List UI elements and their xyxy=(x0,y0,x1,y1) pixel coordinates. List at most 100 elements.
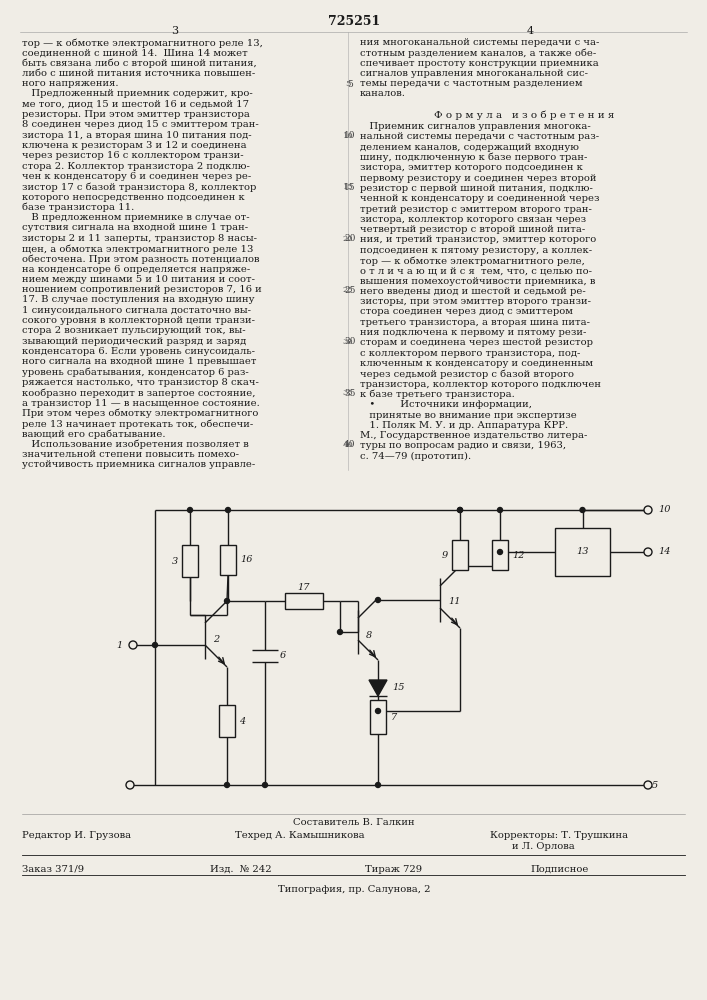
Text: устойчивость приемника сигналов управле-: устойчивость приемника сигналов управле- xyxy=(22,460,255,469)
Text: Составитель В. Галкин: Составитель В. Галкин xyxy=(293,818,415,827)
Text: Изд.  № 242: Изд. № 242 xyxy=(210,865,271,874)
Text: 35: 35 xyxy=(344,389,356,398)
Text: 20: 20 xyxy=(343,235,354,243)
Text: реле 13 начинает протекать ток, обеспечи-: реле 13 начинает протекать ток, обеспечи… xyxy=(22,419,253,429)
Text: 12: 12 xyxy=(512,550,525,560)
Bar xyxy=(219,705,235,737)
Text: 3: 3 xyxy=(172,556,178,566)
Text: 40: 40 xyxy=(343,441,354,449)
Text: ния подключена к первому и пятому рези-: ния подключена к первому и пятому рези- xyxy=(360,328,586,337)
Text: 20: 20 xyxy=(344,234,356,243)
Circle shape xyxy=(457,508,462,512)
Text: Использование изобретения позволяет в: Использование изобретения позволяет в xyxy=(22,440,249,449)
Bar xyxy=(182,545,198,577)
Text: ния многоканальной системы передачи с ча-: ния многоканальной системы передачи с ча… xyxy=(360,38,600,47)
Text: первому резистору и соединен через второй: первому резистору и соединен через второ… xyxy=(360,174,597,183)
Text: Подписное: Подписное xyxy=(530,865,588,874)
Text: 1. Поляк М. У. и др. Аппаратура КРР.: 1. Поляк М. У. и др. Аппаратура КРР. xyxy=(360,421,568,430)
Circle shape xyxy=(225,782,230,788)
Text: Ф о р м у л а   и з о б р е т е н и я: Ф о р м у л а и з о б р е т е н и я xyxy=(434,110,614,120)
Circle shape xyxy=(337,630,342,635)
Circle shape xyxy=(129,641,137,649)
Circle shape xyxy=(375,597,380,602)
Text: зисторы 2 и 11 заперты, транзистор 8 насы-: зисторы 2 и 11 заперты, транзистор 8 нас… xyxy=(22,234,257,243)
Text: каналов.: каналов. xyxy=(360,90,406,99)
Text: 1: 1 xyxy=(117,641,123,650)
Text: сокого уровня в коллекторной цепи транзи-: сокого уровня в коллекторной цепи транзи… xyxy=(22,316,255,325)
Text: транзистора, коллектор которого подключен: транзистора, коллектор которого подключе… xyxy=(360,380,601,389)
Text: ряжается настолько, что транзистор 8 скач-: ряжается настолько, что транзистор 8 ска… xyxy=(22,378,259,387)
Text: 4: 4 xyxy=(239,716,245,726)
Text: зистора, коллектор которого связан через: зистора, коллектор которого связан через xyxy=(360,215,586,224)
Text: и Л. Орлова: и Л. Орлова xyxy=(512,842,575,851)
Text: значительной степени повысить помехо-: значительной степени повысить помехо- xyxy=(22,450,239,459)
Text: 8: 8 xyxy=(366,632,373,641)
Text: 5: 5 xyxy=(652,780,658,790)
Circle shape xyxy=(226,508,230,512)
Text: вающий его срабатывание.: вающий его срабатывание. xyxy=(22,429,165,439)
Text: М., Государственное издательство литера-: М., Государственное издательство литера- xyxy=(360,431,588,440)
Text: через седьмой резистор с базой второго: через седьмой резистор с базой второго xyxy=(360,369,574,379)
Text: 8 соединен через диод 15 с эмиттером тран-: 8 соединен через диод 15 с эмиттером тра… xyxy=(22,120,259,129)
Text: третьего транзистора, а вторая шина пита-: третьего транзистора, а вторая шина пита… xyxy=(360,318,590,327)
Text: кообразно переходит в запертое состояние,: кообразно переходит в запертое состояние… xyxy=(22,388,255,398)
Text: В предложенном приемнике в случае от-: В предложенном приемнике в случае от- xyxy=(22,213,250,222)
Bar xyxy=(370,700,386,734)
Text: Редактор И. Грузова: Редактор И. Грузова xyxy=(22,831,131,840)
Circle shape xyxy=(498,550,503,554)
Text: сигналов управления многоканальной сис-: сигналов управления многоканальной сис- xyxy=(360,69,588,78)
Text: 14: 14 xyxy=(658,548,670,556)
Text: резисторы. При этом эмиттер транзистора: резисторы. При этом эмиттер транзистора xyxy=(22,110,250,119)
Text: быть связана либо с второй шиной питания,: быть связана либо с второй шиной питания… xyxy=(22,59,257,68)
Text: сутствия сигнала на входной шине 1 тран-: сутствия сигнала на входной шине 1 тран- xyxy=(22,223,248,232)
Text: ключена к резисторам 3 и 12 и соединена: ключена к резисторам 3 и 12 и соединена xyxy=(22,141,247,150)
Text: зистора 11, а вторая шина 10 питания под-: зистора 11, а вторая шина 10 питания под… xyxy=(22,131,252,140)
Text: него введены диод и шестой и седьмой ре-: него введены диод и шестой и седьмой ре- xyxy=(360,287,586,296)
Text: Корректоры: Т. Трушкина: Корректоры: Т. Трушкина xyxy=(490,831,628,840)
Circle shape xyxy=(644,781,652,789)
Text: 15: 15 xyxy=(344,183,356,192)
Text: о т л и ч а ю щ и й с я  тем, что, с целью по-: о т л и ч а ю щ и й с я тем, что, с цель… xyxy=(360,266,592,275)
Text: либо с шиной питания источника повышен-: либо с шиной питания источника повышен- xyxy=(22,69,255,78)
Text: 15: 15 xyxy=(392,684,404,692)
Text: к базе третьего транзистора.: к базе третьего транзистора. xyxy=(360,390,515,399)
Text: 4: 4 xyxy=(527,26,534,36)
Text: шину, подключенную к базе первого тран-: шину, подключенную к базе первого тран- xyxy=(360,153,588,162)
Text: с коллектором первого транзистора, под-: с коллектором первого транзистора, под- xyxy=(360,349,580,358)
Text: 17. В случае поступления на входную шину: 17. В случае поступления на входную шину xyxy=(22,296,255,304)
Text: 7: 7 xyxy=(391,712,397,722)
Text: Заказ 371/9: Заказ 371/9 xyxy=(22,865,84,874)
Circle shape xyxy=(225,598,230,603)
Text: нальной системы передачи с частотным раз-: нальной системы передачи с частотным раз… xyxy=(360,132,599,141)
Circle shape xyxy=(126,781,134,789)
Circle shape xyxy=(375,782,380,788)
Text: зывающий периодический разряд и заряд: зывающий периодический разряд и заряд xyxy=(22,337,246,346)
Text: ме того, диод 15 и шестой 16 и седьмой 17: ме того, диод 15 и шестой 16 и седьмой 1… xyxy=(22,100,249,109)
Circle shape xyxy=(644,548,652,556)
Text: 11: 11 xyxy=(448,597,460,606)
Text: 10: 10 xyxy=(344,131,356,140)
Text: стора 2 возникает пульсирующий ток, вы-: стора 2 возникает пульсирующий ток, вы- xyxy=(22,326,245,335)
Text: зистора, эмиттер которого подсоединен к: зистора, эмиттер которого подсоединен к xyxy=(360,163,583,172)
Bar xyxy=(492,540,508,570)
Text: ношением сопротивлений резисторов 7, 16 и: ношением сопротивлений резисторов 7, 16 … xyxy=(22,285,262,294)
Text: •        Источники информации,: • Источники информации, xyxy=(360,400,532,409)
Polygon shape xyxy=(369,680,387,696)
Text: на конденсаторе 6 определяется напряже-: на конденсаторе 6 определяется напряже- xyxy=(22,265,250,274)
Text: Предложенный приемник содержит, кро-: Предложенный приемник содержит, кро- xyxy=(22,90,252,99)
Text: 1 синусоидального сигнала достаточно вы-: 1 синусоидального сигнала достаточно вы- xyxy=(22,306,251,315)
Text: а транзистор 11 — в насыщенное состояние.: а транзистор 11 — в насыщенное состояние… xyxy=(22,398,259,408)
Text: четвертый резистор с второй шиной пита-: четвертый резистор с второй шиной пита- xyxy=(360,225,585,234)
Bar xyxy=(555,528,610,576)
Text: тор — к обмотке электромагнитного реле 13,: тор — к обмотке электромагнитного реле 1… xyxy=(22,38,263,47)
Text: Тираж 729: Тираж 729 xyxy=(365,865,422,874)
Text: туры по вопросам радио и связи, 1963,: туры по вопросам радио и связи, 1963, xyxy=(360,441,566,450)
Text: спечивает простоту конструкции приемника: спечивает простоту конструкции приемника xyxy=(360,59,599,68)
Text: 30: 30 xyxy=(343,338,354,346)
Text: ного сигнала на входной шине 1 превышает: ного сигнала на входной шине 1 превышает xyxy=(22,357,257,366)
Text: уровень срабатывания, конденсатор 6 раз-: уровень срабатывания, конденсатор 6 раз- xyxy=(22,368,249,377)
Text: 6: 6 xyxy=(280,652,286,660)
Text: 725251: 725251 xyxy=(328,15,380,28)
Text: ния, и третий транзистор, эмиттер которого: ния, и третий транзистор, эмиттер которо… xyxy=(360,235,596,244)
Circle shape xyxy=(580,508,585,512)
